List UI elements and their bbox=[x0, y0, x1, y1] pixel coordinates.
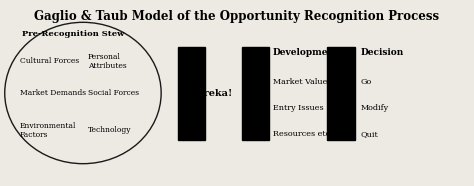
Text: Personal
Attributes: Personal Attributes bbox=[88, 53, 127, 70]
Text: Go: Go bbox=[360, 78, 372, 86]
Text: Resources etc.: Resources etc. bbox=[273, 130, 332, 138]
Text: Technology: Technology bbox=[88, 126, 131, 134]
Bar bbox=[178, 46, 205, 140]
Text: Eureka!: Eureka! bbox=[189, 89, 233, 97]
Text: Development: Development bbox=[273, 48, 339, 57]
Text: Market Demands: Market Demands bbox=[20, 89, 86, 97]
Bar bbox=[327, 46, 355, 140]
Text: Decision: Decision bbox=[360, 48, 403, 57]
Text: Cultural Forces: Cultural Forces bbox=[20, 57, 79, 65]
Bar bbox=[242, 46, 269, 140]
Text: Pre-Recognition Stew: Pre-Recognition Stew bbox=[22, 30, 125, 39]
Text: Environmental
Factors: Environmental Factors bbox=[20, 122, 76, 139]
Text: Entry Issues: Entry Issues bbox=[273, 104, 323, 112]
Text: Social Forces: Social Forces bbox=[88, 89, 139, 97]
Text: Market Value: Market Value bbox=[273, 78, 327, 86]
Text: Gaglio & Taub Model of the Opportunity Recognition Process: Gaglio & Taub Model of the Opportunity R… bbox=[35, 10, 439, 23]
Text: Modify: Modify bbox=[360, 104, 388, 112]
Text: Quit: Quit bbox=[360, 130, 378, 138]
